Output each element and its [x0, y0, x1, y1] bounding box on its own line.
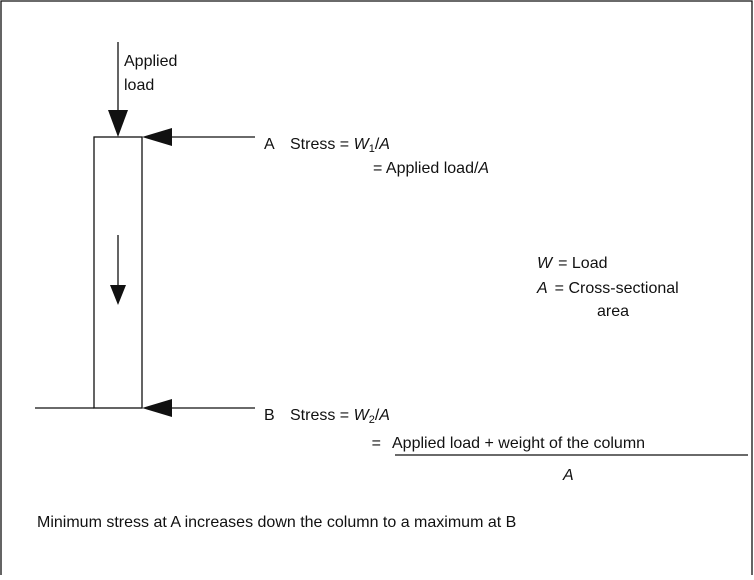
denominator: A	[562, 467, 574, 484]
equals: =	[372, 435, 381, 452]
subscript: 1	[369, 143, 375, 155]
legend-a-cont: area	[597, 303, 629, 320]
symbol: A	[536, 280, 548, 297]
subscript: 2	[369, 414, 375, 426]
symbol: W	[537, 255, 554, 272]
text: = Applied load/	[373, 160, 479, 177]
column	[93, 136, 143, 409]
applied-load-label: load	[124, 77, 154, 94]
legend-a: A = Cross-sectional	[536, 280, 679, 297]
symbol: W	[354, 136, 371, 153]
definition: = Load	[558, 255, 607, 272]
pointer-a-head	[142, 128, 172, 146]
label: Stress =	[290, 136, 354, 153]
operator: /	[375, 407, 380, 424]
point-b: B	[264, 407, 275, 424]
load-arrow-head	[108, 110, 128, 137]
divisor: A	[378, 136, 390, 153]
inner-arrow-head	[110, 285, 126, 305]
point-a: A	[264, 136, 275, 153]
stress-a: Stress = W1/A	[290, 136, 390, 155]
pointer-b-head	[142, 399, 172, 417]
applied-load-label: Applied	[124, 53, 177, 70]
stress-a-line2: = Applied load/A	[373, 160, 489, 177]
definition: = Cross-sectional	[555, 280, 679, 297]
numerator: Applied load + weight of the column	[392, 435, 645, 452]
stress-b: Stress = W2/A	[290, 407, 390, 426]
label: Stress =	[290, 407, 354, 424]
divisor: A	[378, 407, 390, 424]
symbol: W	[354, 407, 371, 424]
caption: Minimum stress at A increases down the c…	[37, 514, 516, 531]
divisor: A	[477, 160, 489, 177]
operator: /	[375, 136, 380, 153]
legend-w: W = Load	[537, 255, 608, 272]
